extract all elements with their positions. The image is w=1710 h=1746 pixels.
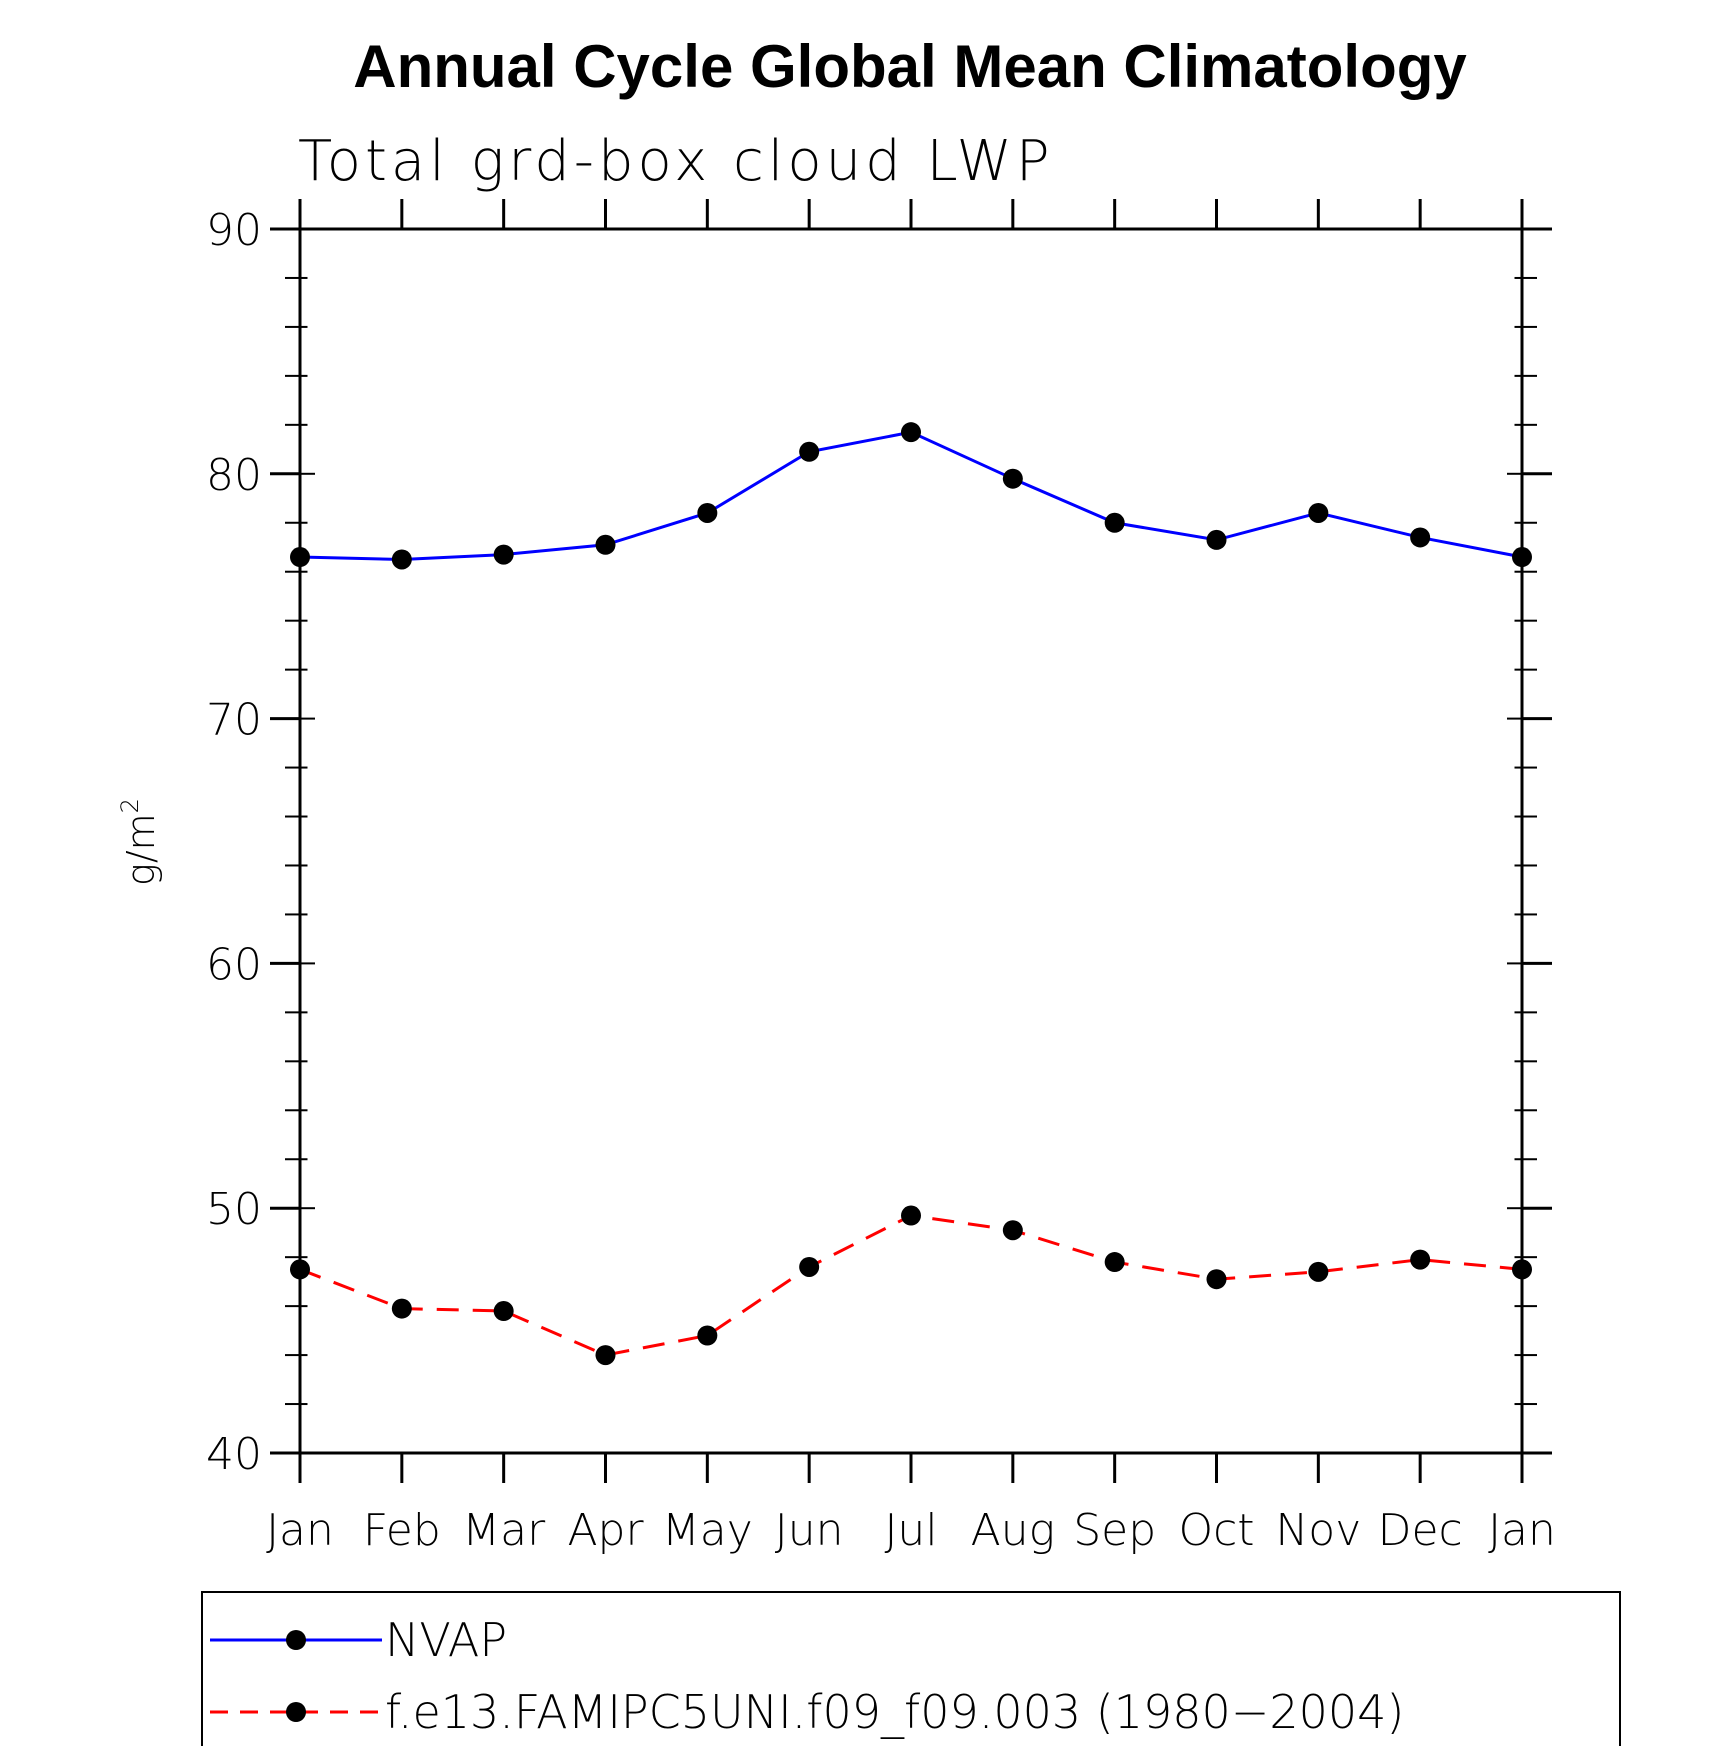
x-tick-label: May <box>662 1505 753 1556</box>
series-0-point <box>1410 527 1431 548</box>
series-0-point <box>1512 547 1532 568</box>
series-0-point <box>1206 529 1227 550</box>
series-1-point <box>595 1345 616 1366</box>
series-1-point <box>697 1325 718 1346</box>
series-1-point <box>1410 1249 1431 1270</box>
x-tick-label: Mar <box>462 1505 546 1556</box>
series-0-point <box>1002 468 1023 489</box>
x-tick-label: Apr <box>567 1505 644 1556</box>
series-1-point <box>1512 1259 1532 1280</box>
series-0-point <box>595 534 616 555</box>
y-tick-label: 60 <box>206 939 262 990</box>
x-axis-ticks <box>298 199 1524 1483</box>
series-0-point <box>697 502 718 523</box>
series-1-point <box>799 1256 820 1277</box>
series-0-point <box>1104 512 1125 533</box>
y-axis-label: g/m2 <box>116 798 163 886</box>
x-axis-tick-labels: Jan Feb Mar Apr May Jun Jul Aug Sep Oct Nov Dec Jan <box>266 1505 1556 1556</box>
y-axis-tick-labels: 40 50 60 70 80 90 <box>206 205 262 1480</box>
chart-title: Annual Cycle Global Mean Climatology <box>353 33 1467 100</box>
svg-text:g/m2: g/m2 <box>116 798 163 886</box>
series-0-point <box>493 544 514 565</box>
legend-marker-model <box>286 1702 306 1722</box>
series-0-point <box>290 547 310 568</box>
series-1-point <box>1104 1252 1125 1273</box>
x-tick-label: Nov <box>1275 1505 1361 1556</box>
series-0-point <box>799 441 820 462</box>
legend-box <box>201 1591 1621 1746</box>
x-tick-label: Jan <box>1488 1505 1556 1556</box>
legend-marker-nvap <box>286 1630 306 1650</box>
x-tick-label: Sep <box>1073 1505 1156 1556</box>
series-1-point <box>1206 1269 1227 1290</box>
series-line-1 <box>299 1213 1523 1357</box>
series-1-point <box>901 1205 921 1226</box>
series-layer <box>290 422 1532 1366</box>
y-axis-ticks <box>270 227 1552 1455</box>
x-tick-label: Jan <box>266 1505 334 1556</box>
y-tick-label: 40 <box>206 1429 262 1480</box>
x-tick-label: Jul <box>884 1505 937 1556</box>
series-0-point <box>1308 502 1329 523</box>
y-tick-label: 90 <box>206 205 262 256</box>
y-axis-label-text: g/m <box>119 813 163 886</box>
series-1-point <box>290 1259 310 1280</box>
legend-label-model: f.e13.FAMIPC5UNI.f09_f09.003 (1980−2004) <box>385 1685 1404 1739</box>
y-tick-label: 50 <box>206 1184 262 1235</box>
legend: NVAP f.e13.FAMIPC5UNI.f09_f09.003 (1980−… <box>201 1591 1621 1746</box>
x-tick-label: Oct <box>1178 1505 1254 1556</box>
y-axis-label-superscript: 2 <box>116 798 144 813</box>
x-tick-label: Dec <box>1378 1505 1463 1556</box>
series-line-0 <box>299 430 1523 561</box>
x-tick-label: Jun <box>775 1505 844 1556</box>
series-1-point <box>1308 1261 1329 1282</box>
series-1-point <box>391 1298 412 1319</box>
y-tick-label: 70 <box>206 695 262 746</box>
legend-label-nvap: NVAP <box>385 1613 507 1667</box>
series-0-point <box>391 549 412 570</box>
y-tick-label: 80 <box>206 450 262 501</box>
x-tick-label: Feb <box>363 1505 441 1556</box>
series-1-point <box>1002 1220 1023 1241</box>
x-tick-label: Aug <box>971 1505 1055 1556</box>
series-0-point <box>901 422 921 443</box>
series-1-point <box>493 1301 514 1322</box>
chart-subtitle: Total grd-box cloud LWP <box>298 129 1054 194</box>
